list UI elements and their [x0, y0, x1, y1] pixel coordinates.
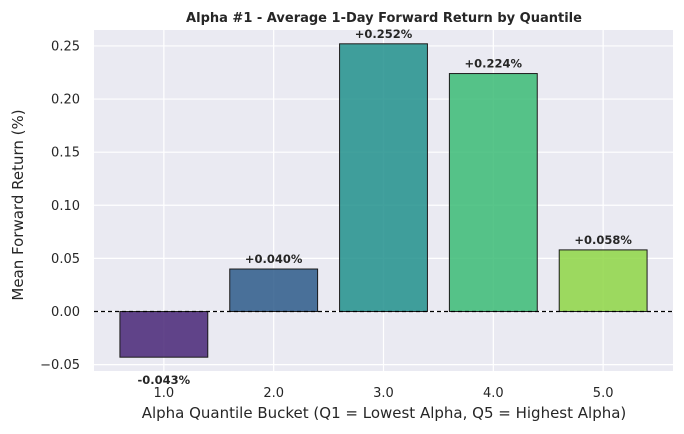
x-tick-label: 3.0	[373, 386, 394, 401]
data-label: +0.058%	[574, 233, 632, 247]
y-tick-label: 0.00	[51, 305, 80, 320]
bar-2.0	[229, 268, 319, 313]
data-labels: -0.043% +0.040% +0.252% +0.224% +0.058%	[138, 27, 633, 387]
bar-3.0	[339, 43, 428, 313]
bar-4.0	[448, 73, 538, 313]
data-label: +0.224%	[465, 57, 523, 71]
data-label: +0.040%	[245, 252, 303, 266]
y-tick-label: −0.05	[40, 358, 80, 373]
y-tick-label: 0.15	[51, 146, 80, 161]
x-tick-label: 5.0	[593, 386, 614, 401]
x-axis-label: Alpha Quantile Bucket (Q1 = Lowest Alpha…	[142, 404, 627, 422]
x-tick-labels: 1.0 2.0 3.0 4.0 5.0	[154, 386, 614, 401]
y-tick-label: 0.25	[51, 39, 80, 54]
bar-1.0	[119, 311, 209, 358]
y-tick-label: 0.05	[51, 252, 80, 267]
bars	[119, 43, 648, 358]
x-tick-label: 4.0	[483, 386, 504, 401]
bar-5.0	[558, 249, 648, 313]
data-label: +0.252%	[355, 27, 413, 41]
x-tick-label: 1.0	[154, 386, 175, 401]
x-tick-label: 2.0	[263, 386, 284, 401]
chart-title: Alpha #1 - Average 1-Day Forward Return …	[186, 11, 582, 26]
data-label: -0.043%	[138, 373, 191, 387]
y-tick-label: 0.10	[51, 199, 80, 214]
y-tick-labels: −0.05 0.00 0.05 0.10 0.15 0.20 0.25	[40, 39, 80, 373]
y-axis-label: Mean Forward Return (%)	[9, 109, 27, 300]
y-tick-label: 0.20	[51, 93, 80, 108]
